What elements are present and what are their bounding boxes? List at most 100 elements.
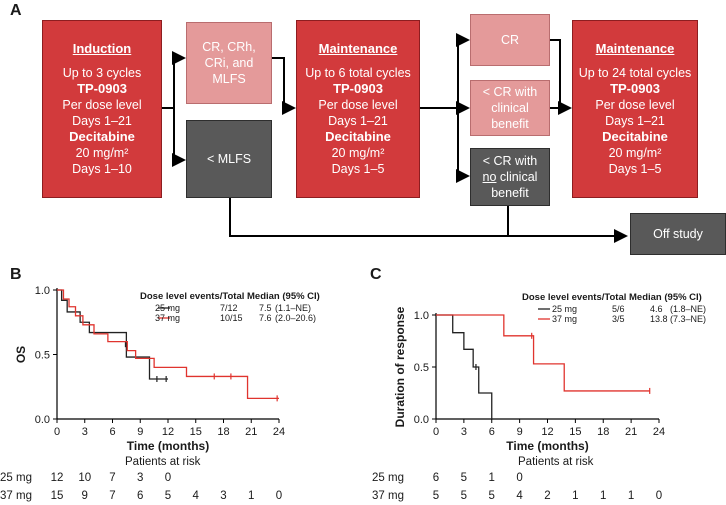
legend-header: Dose level events/Total Median (95% CI): [522, 292, 702, 303]
x-tick-label: 0: [433, 426, 439, 438]
risk-count: 5: [488, 490, 495, 502]
x-tick-label: 24: [273, 426, 285, 438]
risk-count: 1: [488, 472, 495, 484]
y-tick-label: 0.5: [414, 362, 429, 374]
x-tick-label: 6: [109, 426, 115, 438]
connector-induction: [162, 58, 175, 109]
x-tick-label: 0: [54, 426, 60, 438]
plot-b-risk-title: Patients at risk: [125, 456, 201, 468]
legend-median: 4.6: [650, 304, 663, 314]
arrow-to-maintenance-2: [550, 39, 572, 115]
legend-events: 5/6: [612, 304, 625, 314]
km-line-25-mg: [436, 314, 493, 419]
lt-cr-no-benefit-box: < CR with no clinical benefit: [470, 148, 550, 206]
lt-cr-benefit-box: < CR with clinical benefit: [470, 80, 550, 136]
maintenance-2-drug-1: TP-0903: [610, 81, 660, 96]
induction-dose: Per dose level: [62, 98, 142, 112]
maintenance-2-dose: Per dose level: [595, 98, 675, 112]
km-line-37-mg: [57, 289, 279, 400]
risk-count: 0: [655, 490, 663, 502]
off-study-box: Off study: [630, 213, 726, 255]
x-tick-label: 15: [190, 426, 202, 438]
risk-count: 3: [220, 490, 227, 502]
x-tick-label: 24: [653, 426, 665, 438]
plot-c-dor: 0 3 6 9 12 15 18 21 24 0.0 0.5 1.0 Time (months) Dura…: [393, 292, 706, 453]
risk-count: 2: [544, 490, 551, 502]
legend-events: 3/5: [612, 314, 625, 324]
risk-count: 6: [137, 490, 144, 502]
panel-label-b: B: [10, 266, 22, 283]
risk-row-label: 37 mg: [0, 490, 32, 502]
maintenance-1-drug-1: TP-0903: [333, 81, 383, 96]
risk-count: 15: [50, 490, 64, 502]
risk-count: 9: [81, 490, 88, 502]
induction-drug-1: TP-0903: [77, 81, 127, 96]
induction-box: Induction Up to 3 cycles TP-0903 Per dos…: [42, 20, 162, 198]
x-tick-label: 9: [137, 426, 143, 438]
induction-days-1: Days 1–21: [72, 114, 132, 128]
maintenance-1-box: Maintenance Up to 6 total cycles TP-0903…: [296, 20, 420, 198]
lt-cr-no-benefit-line-1: < CR with: [482, 154, 538, 168]
lt-cr-benefit-line-2: clinical: [491, 101, 529, 115]
risk-count: 1: [627, 490, 635, 502]
risk-count: 4: [192, 490, 199, 502]
maintenance-1-dose-2: 20 mg/m²: [331, 146, 385, 160]
risk-count: 5: [432, 490, 440, 502]
risk-row-label: 37 mg: [372, 490, 404, 502]
maintenance-1-cycles: Up to 6 total cycles: [305, 66, 411, 80]
legend-series-name: 25 mg: [552, 304, 577, 314]
x-tick-label: 18: [597, 426, 609, 438]
x-tick-label: 21: [625, 426, 637, 438]
risk-count: 5: [460, 472, 468, 484]
connector-maintenance-1: [420, 40, 459, 109]
x-tick-label: 6: [489, 426, 495, 438]
maintenance-2-days-1: Days 1–21: [605, 114, 665, 128]
induction-days-2: Days 1–10: [72, 162, 132, 176]
risk-count: 7: [109, 490, 116, 502]
y-tick-label: 0.5: [35, 350, 50, 362]
arrow-to-no-benefit: [456, 108, 470, 183]
risk-row-label: 25 mg: [372, 472, 404, 484]
arrow-to-off-study: [229, 196, 628, 243]
legend-median: 13.8: [650, 314, 668, 324]
cr-box: CR: [470, 14, 550, 66]
response-good-line-2: CRi, and: [204, 56, 254, 70]
induction-drug-2: Decitabine: [69, 129, 135, 144]
panel-label-c: C: [370, 266, 382, 283]
risk-count: 5: [460, 490, 468, 502]
legend-events: 10/15: [220, 313, 243, 323]
lt-cr-no-benefit-line-2: no clinical: [483, 169, 538, 185]
response-poor-label: < MLFS: [206, 152, 252, 166]
cr-label: CR: [500, 33, 520, 47]
maintenance-1-drug-2: Decitabine: [325, 129, 391, 144]
lt-cr-benefit-line-3: benefit: [491, 117, 529, 131]
x-axis-title: Time (months): [127, 439, 209, 453]
y-tick-label: 0.0: [414, 414, 429, 426]
y-tick-label: 0.0: [35, 414, 50, 426]
maintenance-1-days-1: Days 1–21: [328, 114, 388, 128]
maintenance-2-drug-2: Decitabine: [602, 129, 668, 144]
maintenance-2-title: Maintenance: [595, 41, 675, 56]
risk-row-label: 25 mg: [0, 472, 32, 484]
risk-count: 7: [109, 472, 116, 484]
no-emphasis: no: [482, 170, 497, 184]
response-good-line-1: CR, CRh,: [202, 40, 256, 54]
x-tick-label: 18: [217, 426, 229, 438]
legend-series-name: 37 mg: [552, 314, 577, 324]
risk-count: 0: [516, 472, 523, 484]
response-poor-box: < MLFS: [186, 120, 272, 198]
lt-cr-no-benefit-line-3: benefit: [491, 186, 529, 200]
y-tick-label: 1.0: [35, 285, 50, 297]
legend-ci: (1.1–NE): [275, 303, 311, 313]
risk-count: 4: [516, 490, 523, 502]
risk-count: 10: [78, 472, 92, 484]
y-axis-title: OS: [14, 346, 28, 363]
legend-median: 7.6: [259, 313, 272, 323]
arrow-to-poor-response: [172, 108, 186, 167]
x-tick-label: 12: [541, 426, 553, 438]
x-tick-label: 21: [245, 426, 257, 438]
risk-count: 6: [432, 472, 440, 484]
risk-count: 1: [248, 490, 255, 502]
x-tick-label: 9: [517, 426, 523, 438]
maintenance-1-days-2: Days 1–5: [331, 162, 385, 176]
